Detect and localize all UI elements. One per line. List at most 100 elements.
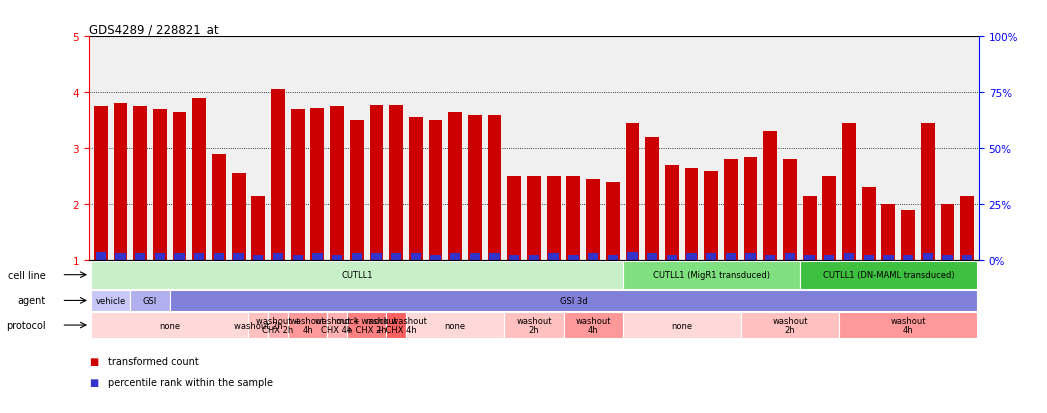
Bar	[842, 124, 855, 261]
Bar	[95, 252, 106, 261]
Bar	[213, 154, 226, 261]
Bar	[389, 105, 403, 261]
Text: washout
4h: washout 4h	[575, 316, 610, 335]
Text: CUTLL1: CUTLL1	[341, 271, 373, 280]
Bar	[428, 121, 443, 261]
Bar	[623, 261, 800, 289]
Text: GDS4289 / 228821_at: GDS4289 / 228821_at	[89, 23, 219, 36]
Bar	[370, 105, 383, 261]
Bar	[549, 254, 559, 261]
Bar	[743, 157, 757, 261]
Text: cell line: cell line	[8, 270, 46, 280]
Bar	[647, 254, 658, 261]
Bar	[505, 312, 563, 338]
Bar	[91, 261, 623, 289]
Bar	[253, 255, 264, 261]
Bar	[862, 188, 875, 261]
Bar	[839, 312, 977, 338]
Bar	[508, 177, 521, 261]
Text: protocol: protocol	[6, 320, 46, 330]
Bar	[901, 210, 915, 261]
Bar	[625, 124, 640, 261]
Bar	[271, 90, 285, 261]
Bar	[130, 290, 170, 311]
Bar	[406, 312, 505, 338]
Bar	[606, 182, 620, 261]
Bar	[410, 254, 421, 261]
Bar	[489, 254, 499, 261]
Bar	[623, 312, 740, 338]
Bar	[824, 255, 834, 261]
Text: none: none	[159, 321, 180, 330]
Bar	[352, 254, 362, 261]
Bar	[566, 177, 580, 261]
Bar	[942, 255, 953, 261]
Text: CUTLL1 (MigR1 transduced): CUTLL1 (MigR1 transduced)	[652, 271, 770, 280]
Bar	[587, 254, 598, 261]
Bar	[372, 254, 381, 261]
Bar	[803, 196, 817, 261]
Bar	[91, 290, 130, 311]
Text: ■: ■	[89, 356, 98, 366]
Bar	[391, 254, 401, 261]
Bar	[231, 174, 246, 261]
Bar	[273, 254, 283, 261]
Text: washout +
CHX 4h: washout + CHX 4h	[314, 316, 359, 335]
Bar	[804, 255, 815, 261]
Bar	[763, 132, 777, 261]
Text: vehicle: vehicle	[95, 296, 126, 305]
Bar	[687, 254, 696, 261]
Bar	[312, 254, 322, 261]
Bar	[488, 115, 502, 261]
Bar	[248, 312, 268, 338]
Bar	[288, 312, 328, 338]
Bar	[921, 124, 935, 261]
Bar	[328, 312, 347, 338]
Bar	[960, 196, 974, 261]
Bar	[155, 254, 165, 261]
Bar	[115, 254, 126, 261]
Bar	[685, 169, 698, 261]
Bar	[822, 177, 837, 261]
Bar	[726, 254, 736, 261]
Bar	[586, 180, 600, 261]
Bar	[91, 312, 248, 338]
Bar	[153, 110, 166, 261]
Bar	[330, 107, 344, 261]
Bar	[745, 254, 756, 261]
Text: washout
2h: washout 2h	[773, 316, 807, 335]
Bar	[884, 255, 893, 261]
Text: washout
4h: washout 4h	[290, 316, 326, 335]
Bar	[800, 261, 977, 289]
Bar	[114, 104, 128, 261]
Bar	[882, 205, 895, 261]
Bar	[509, 255, 519, 261]
Bar	[450, 254, 461, 261]
Bar	[135, 254, 146, 261]
Bar	[547, 177, 560, 261]
Bar	[783, 160, 797, 261]
Bar	[311, 109, 325, 261]
Bar	[645, 138, 659, 261]
Bar	[292, 255, 303, 261]
Bar	[844, 254, 854, 261]
Bar	[922, 254, 933, 261]
Bar	[765, 255, 776, 261]
Text: none: none	[445, 321, 466, 330]
Bar	[175, 254, 184, 261]
Bar	[233, 254, 244, 261]
Bar	[864, 255, 874, 261]
Bar	[529, 255, 539, 261]
Bar	[173, 113, 186, 261]
Bar	[468, 115, 482, 261]
Bar	[386, 312, 406, 338]
Bar	[527, 177, 541, 261]
Bar	[430, 255, 441, 261]
Bar	[268, 312, 288, 338]
Text: none: none	[671, 321, 692, 330]
Bar	[291, 110, 305, 261]
Bar	[740, 312, 839, 338]
Bar	[409, 118, 423, 261]
Text: percentile rank within the sample: percentile rank within the sample	[108, 377, 273, 387]
Bar	[194, 254, 204, 261]
